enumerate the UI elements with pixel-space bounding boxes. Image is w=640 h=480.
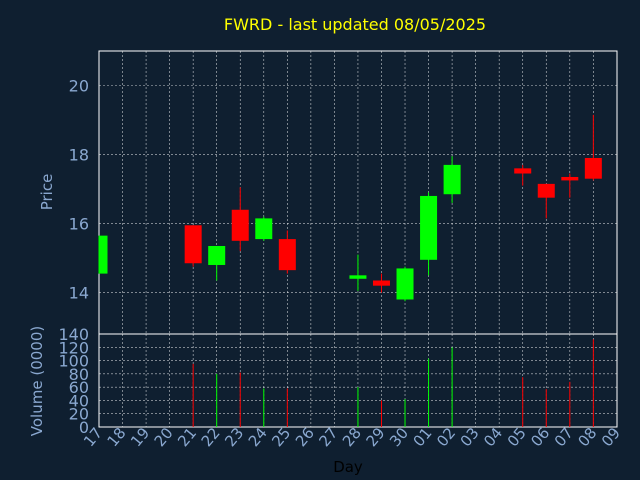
candle-body xyxy=(584,157,602,179)
candle-body xyxy=(396,268,414,300)
price-tick-label: 20 xyxy=(69,77,89,96)
x-tick-label: 21 xyxy=(174,424,200,450)
candle-body xyxy=(349,275,367,279)
price-tick-label: 16 xyxy=(69,215,89,234)
x-tick-label: 24 xyxy=(245,424,271,450)
x-tick-label: 01 xyxy=(410,424,436,450)
volume-tick-label: 0 xyxy=(79,418,89,437)
x-tick-label: 22 xyxy=(198,424,224,450)
volume-tick-label: 60 xyxy=(69,378,89,397)
volume-tick-label: 20 xyxy=(69,405,89,424)
x-tick-label: 26 xyxy=(292,424,318,450)
x-tick-label: 09 xyxy=(598,424,624,450)
x-tick-labels: 1718192021222324252627282930010203040506… xyxy=(80,424,624,450)
candle-body xyxy=(537,183,555,198)
candle-body xyxy=(514,168,532,174)
candle-body xyxy=(208,245,226,265)
candle-body xyxy=(255,218,273,240)
candle-body xyxy=(420,195,438,260)
x-tick-label: 27 xyxy=(315,424,341,450)
x-tick-label: 08 xyxy=(574,424,600,450)
candle-body xyxy=(372,280,390,286)
x-tick-label: 20 xyxy=(151,424,177,450)
x-tick-label: 25 xyxy=(268,424,294,450)
volume-axis-label: Volume (0000) xyxy=(28,326,46,436)
candle-body xyxy=(561,176,579,181)
x-tick-label: 23 xyxy=(221,424,247,450)
x-tick-label: 03 xyxy=(457,424,483,450)
volume-tick-label: 40 xyxy=(69,391,89,410)
x-tick-label: 19 xyxy=(127,424,153,450)
price-tick-label: 14 xyxy=(69,284,89,303)
chart-title: FWRD - last updated 08/05/2025 xyxy=(224,15,486,34)
x-axis-label: Day xyxy=(333,458,363,476)
price-panel: 14 16 18 20 xyxy=(69,50,618,335)
candle-body xyxy=(443,164,461,195)
candle-body xyxy=(99,235,108,274)
volume-tick-label: 140 xyxy=(58,325,89,344)
x-tick-label: 06 xyxy=(527,424,553,450)
x-tick-label: 05 xyxy=(504,424,530,450)
volume-tick-label: 80 xyxy=(69,365,89,384)
candle-body xyxy=(184,225,202,264)
price-axis-label: Price xyxy=(38,174,56,211)
candle-body xyxy=(231,209,249,241)
x-tick-label: 28 xyxy=(339,424,365,450)
candle-body xyxy=(278,239,296,271)
x-tick-label: 02 xyxy=(433,424,459,450)
volume-tick-label: 100 xyxy=(58,352,89,371)
price-tick-label: 18 xyxy=(69,146,89,165)
volume-tick-label: 120 xyxy=(58,338,89,357)
x-tick-label: 29 xyxy=(362,424,388,450)
x-tick-label: 04 xyxy=(480,424,506,450)
x-tick-label: 30 xyxy=(386,424,412,450)
x-tick-label: 07 xyxy=(551,424,577,450)
x-tick-label: 18 xyxy=(104,424,130,450)
